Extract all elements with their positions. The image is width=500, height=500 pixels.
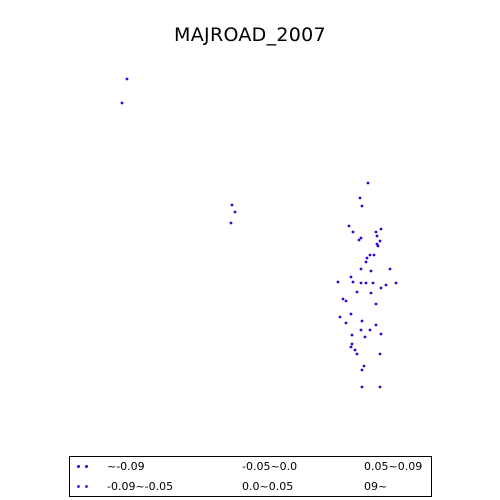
- map-point: [365, 256, 369, 260]
- map-point: [378, 239, 382, 243]
- map-point: [364, 281, 368, 285]
- map-point: [364, 260, 368, 264]
- map-point: [349, 275, 353, 279]
- map-point: [351, 230, 355, 234]
- map-point: [371, 281, 375, 285]
- map-point: [349, 345, 353, 349]
- map-point: [372, 253, 376, 257]
- legend-swatch: [76, 464, 92, 470]
- map-point: [379, 286, 383, 290]
- map-point: [374, 302, 378, 306]
- map-point: [344, 321, 348, 325]
- map-point: [375, 234, 379, 238]
- map-point: [358, 196, 362, 200]
- map-point: [229, 221, 233, 225]
- map-point: [350, 342, 354, 346]
- map-point: [362, 364, 366, 368]
- map-point: [357, 238, 361, 242]
- map-point: [341, 297, 345, 301]
- legend-label: -0.05~0.0: [242, 460, 298, 473]
- map-point: [359, 328, 363, 332]
- legend: ~-0.09 -0.09~-0.05 -0.05~0.0 0.0~0.05 0.…: [69, 456, 432, 497]
- map-point: [360, 204, 364, 208]
- map-point: [344, 299, 348, 303]
- map-point: [349, 312, 353, 316]
- map-point: [394, 281, 398, 285]
- map-point: [360, 319, 364, 323]
- map-point: [360, 368, 364, 372]
- map-point: [125, 77, 129, 81]
- map-point: [384, 283, 388, 287]
- map-point: [378, 352, 382, 356]
- map-point: [360, 385, 364, 389]
- map-point: [359, 281, 363, 285]
- map-point: [233, 210, 237, 214]
- map-point: [363, 335, 367, 339]
- map-point: [350, 333, 354, 337]
- map-point: [353, 348, 357, 352]
- legend-label: 0.05~0.09: [364, 460, 423, 473]
- map-title: MAJROAD_2007: [174, 24, 326, 46]
- map-point: [230, 203, 234, 207]
- map-point: [366, 181, 370, 185]
- map-point: [369, 291, 373, 295]
- map-point: [374, 230, 378, 234]
- map-point: [347, 224, 351, 228]
- map-point: [369, 269, 373, 273]
- map-point: [379, 332, 383, 336]
- legend-label: ~-0.09: [107, 460, 145, 473]
- map-point: [376, 244, 380, 248]
- map-point: [351, 280, 355, 284]
- map-point: [355, 352, 359, 356]
- point-layer: [120, 77, 398, 389]
- legend-label: 0.0~0.05: [242, 480, 294, 493]
- map-point: [379, 227, 383, 231]
- map-point: [338, 315, 342, 319]
- map-point: [359, 236, 363, 240]
- map-point: [120, 101, 124, 105]
- map-point: [336, 280, 340, 284]
- legend-label: 09~: [364, 480, 388, 493]
- map-point: [359, 267, 363, 271]
- map-canvas: [120, 77, 398, 389]
- legend-swatch: [76, 484, 92, 490]
- map-point: [388, 267, 392, 271]
- map-point: [374, 323, 378, 327]
- map-point: [355, 290, 359, 294]
- map-point: [368, 253, 372, 257]
- map-point: [378, 385, 382, 389]
- legend-label: -0.09~-0.05: [107, 480, 174, 493]
- map-point: [368, 328, 372, 332]
